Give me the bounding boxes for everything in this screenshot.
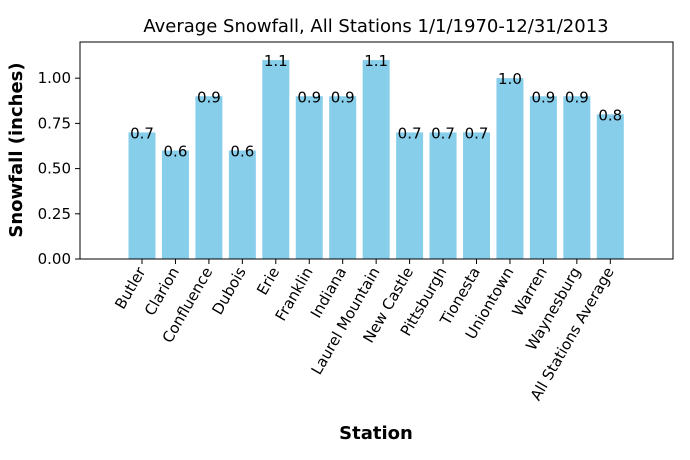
data-label: 0.9 — [197, 88, 221, 106]
bar — [463, 132, 490, 259]
data-label: 0.7 — [398, 124, 422, 142]
y-tick-label: 0.00 — [38, 250, 71, 268]
data-label: 0.6 — [230, 143, 254, 161]
y-axis: 0.00 0.25 0.50 0.75 1.00 — [38, 69, 80, 268]
bar — [161, 150, 189, 259]
data-label: 0.7 — [431, 124, 455, 142]
plot-area: 0.7 0.6 0.9 0.6 1.1 0.9 0.9 1.1 0.7 0.7 0.7 1.0 0.9 0… — [128, 52, 624, 260]
bar — [529, 96, 557, 259]
bar — [429, 132, 457, 259]
bar — [396, 132, 424, 259]
x-tick-label: Erie — [253, 264, 283, 298]
x-axis-label: Station — [339, 423, 413, 444]
bar — [295, 96, 323, 259]
bar — [329, 96, 357, 259]
y-tick-label: 0.25 — [38, 205, 71, 223]
data-label: 0.9 — [565, 88, 589, 106]
y-tick-label: 0.75 — [38, 114, 71, 132]
bar — [128, 132, 156, 259]
bar — [262, 60, 290, 260]
bar — [496, 78, 524, 260]
bar — [362, 60, 390, 260]
bar — [228, 150, 256, 259]
data-label: 0.8 — [598, 106, 622, 124]
data-label: 1.1 — [264, 52, 288, 70]
data-label: 0.9 — [531, 88, 555, 106]
data-label: 1.1 — [364, 52, 388, 70]
y-tick-label: 1.00 — [38, 69, 71, 87]
data-label: 0.7 — [465, 124, 489, 142]
data-label: 0.7 — [130, 124, 154, 142]
y-tick-label: 0.50 — [38, 160, 71, 178]
data-label: 0.9 — [331, 88, 355, 106]
bar — [563, 96, 591, 259]
bar — [596, 114, 624, 259]
y-axis-label: Snowfall (inches) — [6, 62, 27, 237]
bar — [195, 96, 223, 259]
data-label: 1.0 — [498, 70, 522, 88]
data-label: 0.6 — [164, 143, 188, 161]
x-tick-label: Dubois — [208, 264, 250, 318]
chart-title: Average Snowfall, All Stations 1/1/1970-… — [143, 16, 608, 37]
data-label: 0.9 — [297, 88, 321, 106]
